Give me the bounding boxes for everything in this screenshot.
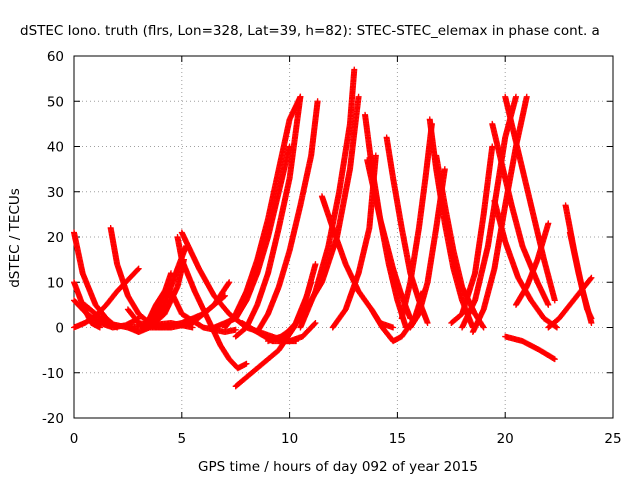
y-tick-label: 60 [47,49,64,65]
data-series [174,234,250,372]
data-points [71,66,595,390]
chart-title: dSTEC Iono. truth (flrs, Lon=328, Lat=39… [20,23,600,39]
x-tick-label: 15 [389,431,406,447]
y-tick-label: 10 [47,275,64,291]
y-tick-label: -20 [42,411,64,427]
x-tick-label: 10 [281,431,298,447]
y-axis-tick-labels: -20 -10 0 10 20 30 40 50 60 [42,49,64,427]
x-tick-label: 25 [604,431,621,447]
x-tick-label: 5 [178,431,187,447]
data-point [226,279,233,286]
data-point [160,289,167,296]
grid-lines [74,56,613,418]
data-point [225,280,232,287]
y-tick-label: 40 [47,140,64,156]
y-tick-label: 30 [47,185,64,201]
y-tick-label: 50 [47,94,64,110]
x-tick-label: 0 [70,431,79,447]
x-tick-label: 20 [497,431,514,447]
y-tick-label: 0 [55,321,64,337]
y-tick-label: 20 [47,230,64,246]
data-point [134,266,141,273]
y-tick-label: -10 [42,366,64,382]
x-axis-tick-labels: 0 5 10 15 20 25 [70,431,622,447]
data-point [135,265,142,272]
